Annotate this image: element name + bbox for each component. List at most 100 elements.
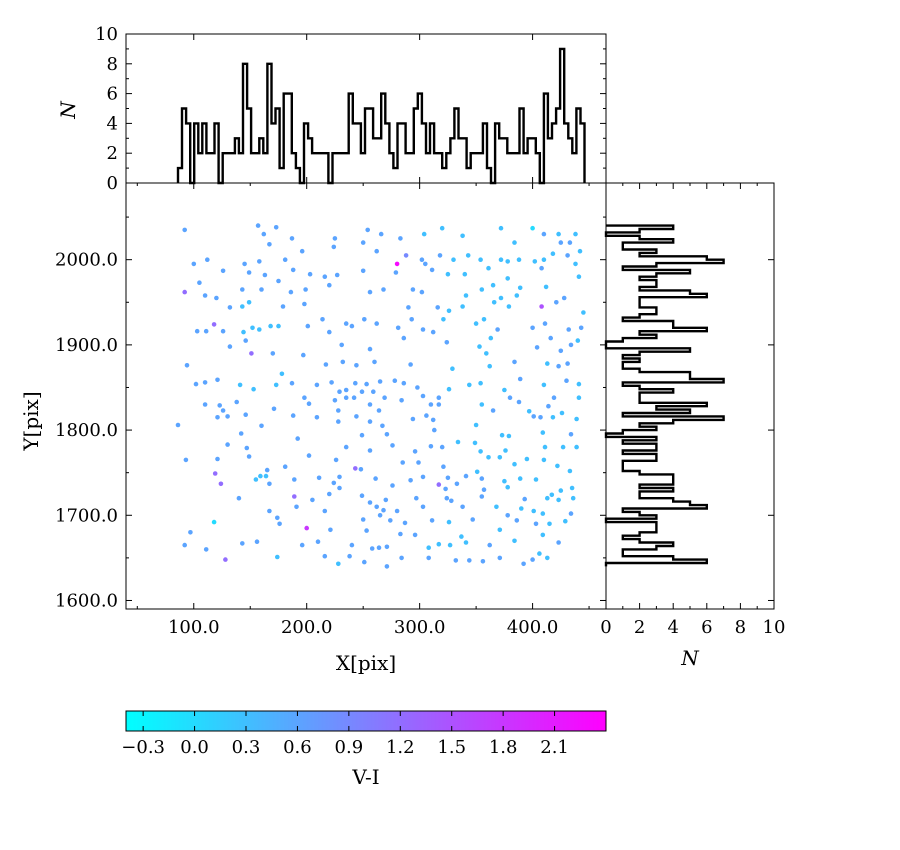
scatter-point [539, 265, 544, 271]
scatter-point [549, 492, 555, 498]
scatter-point [367, 402, 373, 407]
scatter-point [460, 504, 465, 510]
scatter-point [383, 497, 389, 503]
scatter-point [487, 542, 493, 548]
scatter-point [437, 253, 443, 258]
scatter-point [565, 361, 570, 366]
scatter-point [398, 236, 403, 241]
scatter-point [295, 436, 301, 441]
scatter-point [521, 561, 526, 567]
scatter-point [453, 558, 459, 563]
x-tick-label: 300.0 [394, 617, 446, 638]
scatter-point [477, 344, 482, 349]
scatter-point [419, 289, 425, 295]
scatter-point [314, 382, 320, 388]
scatter-point [436, 395, 442, 401]
scatter-point [420, 393, 426, 399]
colorbar-label: V-I [351, 765, 379, 789]
scatter-point [542, 444, 548, 450]
scatter-point [212, 471, 218, 476]
scatter-point [240, 541, 245, 546]
y-tick-label: 1700.0 [55, 505, 118, 526]
scatter-point [506, 304, 512, 309]
scatter-point [384, 564, 390, 569]
scatter-point [336, 408, 341, 413]
scatter-point [436, 482, 442, 487]
scatter-point [444, 340, 450, 345]
scatter-point [262, 272, 268, 278]
scatter-point [327, 329, 332, 335]
scatter-point [550, 415, 556, 420]
scatter-point [428, 402, 434, 407]
scatter-point [578, 325, 584, 331]
scatter-point [374, 504, 380, 510]
scatter-point [498, 225, 504, 231]
scatter-point [507, 395, 513, 401]
scatter-point [556, 497, 561, 503]
scatter-point [543, 284, 549, 290]
scatter-point [347, 553, 352, 559]
scatter-point [246, 270, 252, 275]
scatter-point [367, 448, 373, 453]
scatter-point [182, 289, 187, 295]
scatter-point [540, 511, 546, 516]
scatter-point [420, 327, 426, 332]
scatter-point [349, 542, 355, 548]
scatter-point [364, 528, 369, 533]
scatter-point [540, 430, 546, 435]
scatter-point [218, 481, 224, 487]
scatter-point [488, 335, 494, 341]
scatter-point [381, 287, 386, 292]
y-tick-label: 1900.0 [55, 335, 118, 356]
scatter-point [478, 449, 483, 454]
scatter-point [334, 272, 340, 278]
scatter-point [410, 416, 416, 422]
scatter-point [306, 401, 312, 407]
scatter-point [257, 327, 262, 332]
scatter-point [455, 439, 461, 445]
x-axis-label: X[pix] [336, 651, 396, 675]
scatter-point [502, 387, 507, 393]
scatter-point [244, 445, 250, 451]
scatter-point [371, 389, 376, 395]
right-hist-x-tick-label: 2 [634, 617, 645, 638]
scatter-point [307, 271, 313, 277]
scatter-point [263, 473, 269, 479]
scatter-point [499, 432, 505, 438]
colorbar-tick-label: 0.3 [232, 737, 261, 758]
scatter-point [516, 257, 522, 263]
scatter-point [516, 399, 522, 405]
scatter-point [505, 484, 511, 490]
scatter-point [435, 305, 441, 310]
scatter-point [503, 448, 508, 453]
scatter-point [402, 520, 408, 526]
scatter-point [533, 521, 539, 527]
scatter-point [530, 557, 535, 562]
scatter-point [478, 257, 483, 263]
right-hist-x-tick-label: 0 [600, 617, 611, 638]
scatter-point [202, 293, 208, 298]
scatter-point [211, 519, 217, 525]
scatter-point [428, 444, 434, 449]
scatter-point [559, 410, 565, 416]
x-tick-label: 100.0 [168, 617, 220, 638]
scatter-point [310, 497, 315, 503]
scatter-point [197, 280, 202, 286]
scatter-point [301, 352, 306, 358]
scatter-point [412, 449, 418, 454]
scatter-point [415, 385, 420, 390]
scatter-point [332, 398, 338, 403]
scatter-point [498, 295, 504, 301]
scatter-point [302, 301, 307, 307]
scatter-point [566, 327, 571, 332]
scatter-point [343, 444, 349, 450]
scatter-point [514, 518, 520, 523]
scatter-point [498, 257, 504, 263]
scatter-point [270, 351, 276, 356]
scatter-point [462, 271, 468, 277]
scatter-point [565, 253, 570, 258]
scatter-point [384, 432, 390, 437]
scatter-point [290, 267, 296, 273]
scatter-point [193, 381, 199, 387]
